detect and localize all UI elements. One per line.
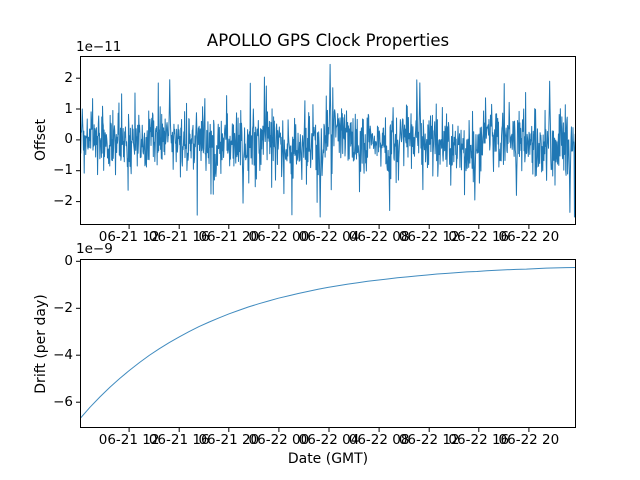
axes-spine-top (80, 56, 576, 225)
y-tick-label: 2 (64, 69, 73, 86)
x-tick-label: 06-22 12 (398, 229, 460, 245)
x-tick-label: 06-22 08 (348, 229, 410, 245)
x-tick-label: 06-22 16 (448, 432, 510, 448)
x-tick-label: 06-21 20 (198, 432, 260, 448)
y-tick-label: 1 (64, 100, 73, 117)
top-y-axis-label: Offset (33, 118, 49, 162)
gps-clock-drift-curve-line (80, 266, 576, 419)
bottom-y-scale-offset-label: 1e−9 (76, 241, 113, 257)
x-tick-label: 06-22 20 (498, 432, 560, 448)
x-tick-label: 06-21 16 (148, 229, 210, 245)
chart-title: APOLLO GPS Clock Properties (206, 31, 450, 50)
x-tick-label: 06-21 12 (98, 432, 160, 448)
x-tick-label: 06-22 00 (248, 229, 310, 245)
x-tick-label: 06-22 16 (448, 229, 510, 245)
x-tick-label: 06-22 04 (298, 432, 360, 448)
y-tick-label: 0 (64, 131, 73, 148)
axes-spine-bottom (80, 259, 576, 428)
top-y-scale-offset-label: 1e−11 (76, 39, 122, 55)
x-tick-label: 06-21 12 (98, 229, 160, 245)
y-tick-label: −6 (53, 393, 73, 410)
x-tick-label: 06-22 20 (498, 229, 560, 245)
x-tick-label: 06-22 08 (348, 432, 410, 448)
y-tick-label: −1 (53, 162, 73, 179)
gps-clock-offset-noise-line (80, 63, 576, 218)
x-tick-label: 06-22 04 (298, 229, 360, 245)
x-axis-label: Date (GMT) (287, 451, 369, 467)
x-tick-label: 06-21 20 (198, 229, 260, 245)
bottom-y-axis-label: Drift (per day) (33, 294, 49, 394)
y-tick-label: −4 (53, 346, 73, 363)
x-tick-label: 06-22 12 (398, 432, 460, 448)
y-tick-label: −2 (53, 193, 73, 210)
x-tick-label: 06-21 16 (148, 432, 210, 448)
y-tick-label: 0 (64, 252, 73, 269)
x-tick-label: 06-22 00 (248, 432, 310, 448)
y-tick-label: −2 (53, 299, 73, 316)
